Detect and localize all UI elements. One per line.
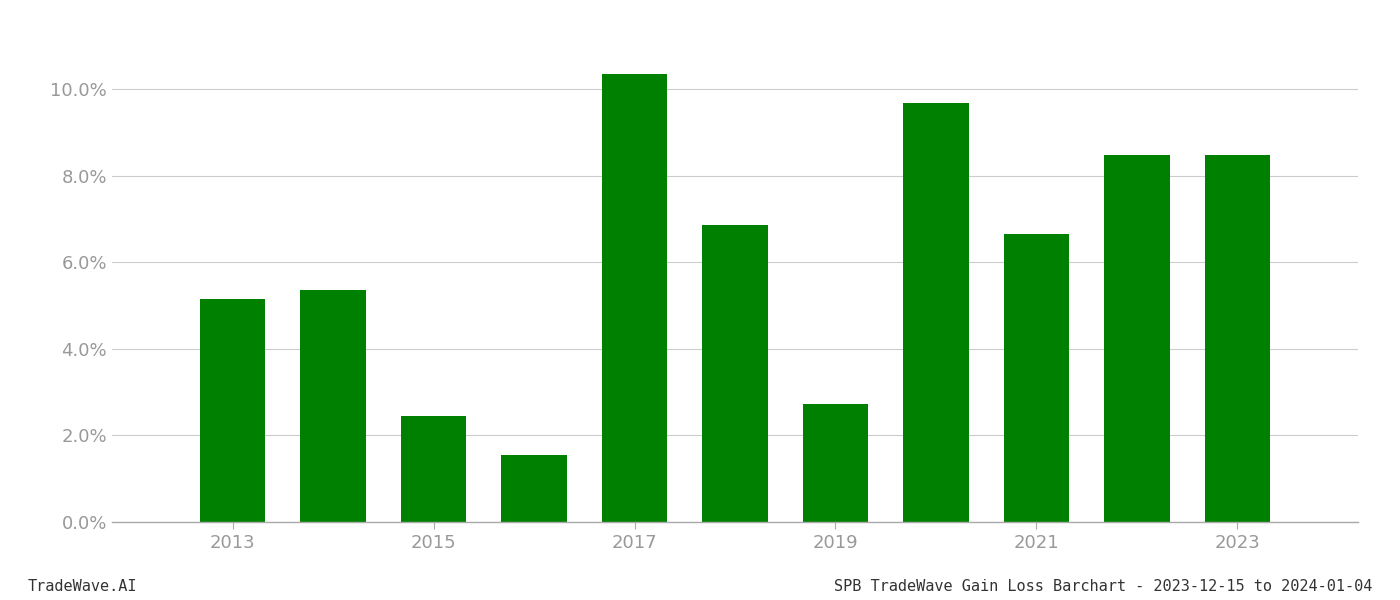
Bar	[802, 404, 868, 522]
Bar	[1205, 155, 1270, 522]
Bar	[301, 290, 365, 522]
Text: TradeWave.AI: TradeWave.AI	[28, 579, 137, 594]
Bar	[703, 226, 767, 522]
Bar	[1004, 234, 1070, 522]
Bar	[200, 299, 265, 522]
Text: SPB TradeWave Gain Loss Barchart - 2023-12-15 to 2024-01-04: SPB TradeWave Gain Loss Barchart - 2023-…	[833, 579, 1372, 594]
Bar	[1105, 155, 1169, 522]
Bar	[602, 74, 668, 522]
Bar	[903, 103, 969, 522]
Bar	[501, 455, 567, 522]
Bar	[400, 416, 466, 522]
